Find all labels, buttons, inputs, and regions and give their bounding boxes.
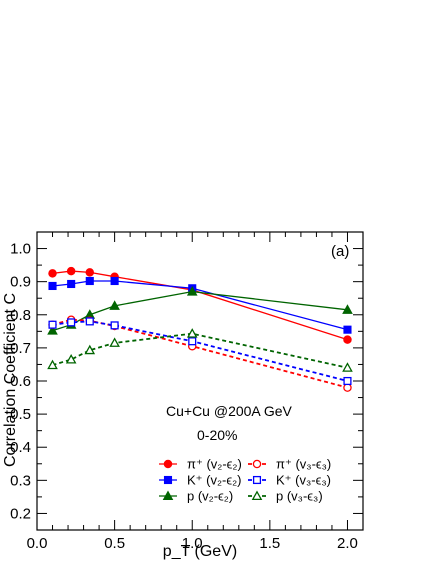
series-4 [48, 317, 352, 386]
data-point [47, 359, 58, 370]
x-tick-label: 1.0 [182, 535, 203, 552]
data-point [343, 376, 352, 386]
y-tick-label: 0.7 [10, 340, 31, 357]
y-tick-label: 0.2 [10, 505, 31, 522]
legend-item-3: π⁺ (v₃-ϵ₃) [248, 457, 331, 472]
legend-marker [252, 475, 262, 485]
data-point [85, 276, 94, 286]
x-tick-label: 1.5 [259, 535, 280, 552]
legend-item-1: K⁺ (v₂-ϵ₂) [159, 473, 241, 488]
data-point [66, 266, 76, 276]
y-tick-label: 1.0 [10, 241, 31, 258]
data-point [343, 335, 352, 344]
y-tick-label: 0.4 [10, 439, 31, 456]
data-point [188, 337, 197, 346]
data-point [343, 325, 352, 334]
legend-label: π⁺ (v₂-ϵ₂) [187, 457, 242, 472]
data-point [48, 281, 57, 291]
axis-ticks: 0.0 0.5 1.0 1.5 2.0 0.2 0.3 0.4 0.5 0.6 0.7 0.8 0.9 1… [10, 232, 363, 552]
panel-label: (a) [331, 243, 349, 260]
legend-marker [163, 459, 173, 469]
data-point [85, 268, 95, 277]
y-tick-label: 0.5 [10, 406, 31, 423]
data-point [65, 353, 77, 364]
legend: π⁺ (v₂-ϵ₂)K⁺ (v₂-ϵ₂)p (v₂-ϵ₂) π⁺ (v₃-ϵ₃)K… [159, 457, 331, 504]
data-point [186, 286, 198, 296]
series-line [52, 320, 348, 382]
data-point [109, 337, 120, 347]
y-axis-label: Correlation Coefficient C [2, 293, 19, 467]
legend-item-5: p (v₃-ϵ₃) [248, 489, 323, 504]
legend-item-2: p (v₂-ϵ₂) [159, 489, 233, 504]
x-tick-label: 0.5 [104, 535, 125, 552]
legend-item-4: K⁺ (v₃-ϵ₃) [248, 473, 331, 488]
data-point [343, 383, 352, 392]
data-point [85, 317, 94, 326]
y-tick-label: 0.9 [10, 274, 31, 291]
legend-marker [251, 490, 263, 501]
series-layer [47, 266, 353, 392]
x-tick-label: 0.0 [27, 535, 48, 552]
legend-item-0: π⁺ (v₂-ϵ₂) [159, 457, 242, 472]
y-tick-label: 0.8 [10, 307, 31, 324]
data-point [67, 279, 76, 289]
x-axis-label: p_T (GeV) [163, 543, 237, 560]
legend-marker [252, 459, 262, 469]
data-point [84, 344, 96, 355]
series-line [52, 332, 348, 369]
data-point [110, 276, 119, 286]
legend-marker [163, 475, 173, 485]
annotation-system: Cu+Cu @200A GeV [166, 403, 293, 419]
annotation-centrality: 0-20% [197, 427, 237, 443]
data-point [48, 320, 57, 329]
data-point [186, 328, 198, 338]
legend-label: K⁺ (v₃-ϵ₃) [276, 473, 331, 488]
data-point [342, 304, 353, 314]
data-point [110, 321, 119, 330]
legend-label: K⁺ (v₂-ϵ₂) [187, 473, 241, 488]
legend-label: p (v₃-ϵ₃) [276, 489, 323, 504]
x-tick-label: 2.0 [337, 535, 358, 552]
data-point [342, 362, 353, 372]
y-tick-label: 0.3 [10, 472, 31, 489]
y-tick-label: 0.6 [10, 373, 31, 390]
data-point [48, 269, 57, 278]
legend-label: p (v₂-ϵ₂) [187, 489, 233, 504]
series-5 [47, 328, 353, 372]
data-point [109, 300, 120, 310]
data-point [47, 325, 58, 335]
legend-marker [162, 490, 174, 501]
data-point [67, 318, 76, 327]
series-line [52, 318, 348, 389]
legend-label: π⁺ (v₃-ϵ₃) [276, 457, 331, 472]
